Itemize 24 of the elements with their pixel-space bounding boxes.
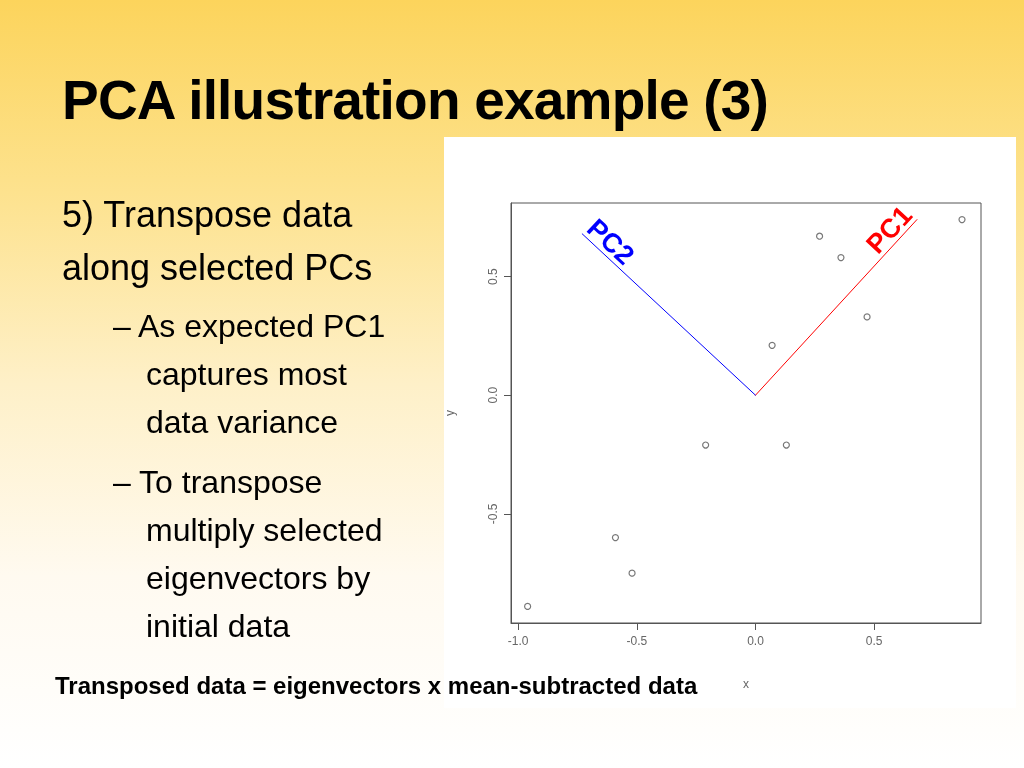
point: [837, 253, 845, 262]
y-tick-label: 0.0: [486, 386, 500, 404]
x-tick-label: -0.5: [626, 634, 648, 648]
text: – To transpose multiply selected eigenvectors by initial data: [113, 463, 384, 646]
y-axis-title: y: [443, 410, 457, 416]
y-tick-label: 0.5: [486, 267, 500, 285]
x-tick-label: 0.0: [747, 634, 765, 648]
point: [628, 569, 636, 577]
chart-title: PCA illustration example (3): [62, 68, 769, 132]
point: [815, 232, 824, 240]
x-tick-label: -1.0: [507, 634, 529, 648]
point: [863, 313, 871, 321]
x-axis-title: x: [743, 677, 749, 691]
point: [524, 602, 532, 610]
y-tick-label: -0.5: [486, 503, 500, 525]
point: [768, 341, 776, 349]
text: 5) Transpose data along selected PCs: [62, 193, 374, 290]
point: [782, 441, 790, 449]
x-tick-label: 0.5: [865, 634, 883, 648]
point: [702, 441, 710, 449]
text: Transposed data = eigenvectors x mean-subtracted data: [55, 672, 698, 700]
point: [958, 216, 966, 224]
point: [611, 533, 620, 542]
text: – As expected PC1 captures most data variance: [113, 307, 387, 442]
